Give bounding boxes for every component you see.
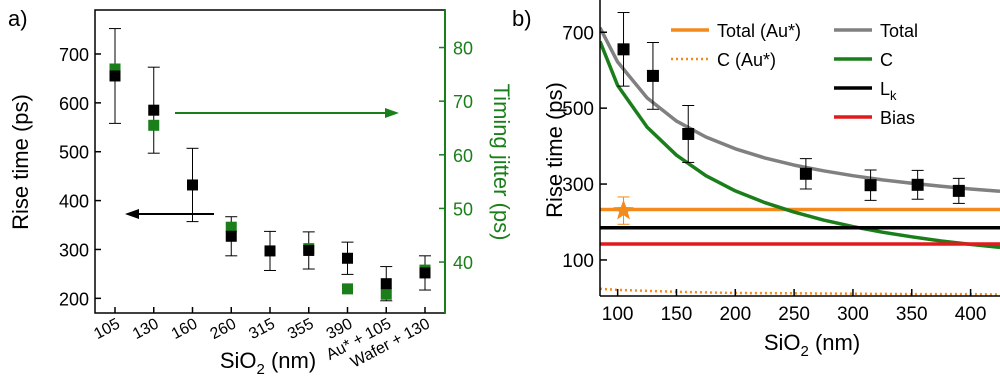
- b-risetime-point: [864, 179, 877, 192]
- a-xtick-label: 160: [169, 315, 201, 343]
- panel-a-error-bars: [109, 28, 431, 302]
- b-risetime-point: [646, 69, 659, 82]
- a-risetime-point: [225, 230, 237, 242]
- b-xtick-label: 200: [719, 304, 751, 325]
- b-risetime-point: [799, 167, 812, 180]
- a-ytick-label: 300: [59, 240, 89, 260]
- b-xtick-label: 300: [837, 304, 869, 325]
- b-ytick-label: 100: [562, 251, 594, 272]
- b-risetime-point: [682, 127, 695, 140]
- a-xtick-label: 130: [130, 315, 162, 343]
- a-risetime-point: [187, 179, 198, 191]
- a-risetime-point: [264, 245, 276, 257]
- a-risetime-point: [303, 244, 315, 256]
- a-y2tick-label: 70: [453, 92, 473, 112]
- a-ytick-label: 400: [59, 192, 89, 212]
- panel-b-label: b): [512, 6, 532, 31]
- b-legend-label: C (Au*): [717, 50, 776, 70]
- a-xtick-label: 260: [208, 315, 240, 343]
- b-risetime-point: [952, 184, 965, 197]
- a-jitter-point: [342, 283, 353, 295]
- a-risetime-point: [380, 278, 392, 290]
- b-legend-label: C: [880, 50, 893, 70]
- b-risetime-point: [911, 178, 924, 191]
- a-ytick-label: 600: [59, 94, 89, 114]
- panel-a-right-axis: 40 50 60 70 80: [439, 10, 473, 313]
- a-xtick-label: 355: [285, 315, 317, 343]
- b-xtick-label: 350: [896, 304, 928, 325]
- a-jitter-point: [148, 119, 160, 131]
- a-risetime-point: [342, 252, 353, 264]
- b-legend-label: Lk: [880, 79, 897, 103]
- b-curve-c-au-: [600, 287, 1000, 296]
- arrow-left-black-head: [125, 209, 139, 219]
- b-xtick-label: 250: [778, 304, 810, 325]
- a-jitter-point: [380, 288, 392, 300]
- b-curve-total: [600, 26, 1000, 194]
- b-risetime-point: [617, 43, 630, 56]
- b-ytick-label: 300: [562, 175, 594, 196]
- b-legend-label: Total: [880, 21, 918, 41]
- panel-a-label: a): [8, 6, 28, 31]
- panel-b-ylabel: Rise time (ps): [542, 82, 567, 218]
- a-risetime-point: [109, 70, 121, 82]
- panel-b-x-axis: 100 150 200 250 300 350 400: [602, 289, 987, 325]
- a-y2tick-label: 40: [453, 253, 473, 273]
- b-xtick-label: 400: [955, 304, 987, 325]
- b-xtick-label: 150: [661, 304, 693, 325]
- panel-b: b) Total (Au*) C (Au*) Total C Lk Bias 100 300…: [512, 0, 1000, 360]
- panel-a-arrows: [125, 108, 399, 219]
- arrow-right-green-head: [385, 108, 399, 118]
- panel-b-xlabel: SiO2 (nm): [764, 330, 860, 360]
- a-jitter-point: [109, 63, 121, 75]
- a-xtick-label: 315: [246, 315, 278, 343]
- panel-b-y-axis: 100 300 500 700: [562, 23, 607, 272]
- panel-a-left-axis: 200 300 400 500 600 700: [59, 45, 101, 309]
- panel-a-xlabel: SiO2 (nm): [220, 348, 316, 377]
- a-ytick-label: 200: [59, 289, 89, 309]
- a-risetime-point: [419, 267, 431, 279]
- panel-b-legend: Total (Au*) C (Au*) Total C Lk Bias: [671, 21, 918, 128]
- a-y2tick-label: 80: [453, 39, 473, 59]
- panel-b-markers: [613, 43, 965, 220]
- a-y2tick-label: 60: [453, 146, 473, 166]
- a-ytick-label: 500: [59, 143, 89, 163]
- panel-a-ylabel: Rise time (ps): [8, 94, 33, 230]
- a-xtick-label: 105: [91, 315, 123, 343]
- panel-a-markers: [109, 63, 431, 300]
- b-curve-c: [600, 40, 1000, 250]
- a-jitter-point: [225, 221, 237, 233]
- b-star-point: [613, 199, 634, 220]
- b-legend-label: Bias: [880, 108, 915, 128]
- b-xtick-label: 100: [602, 304, 634, 325]
- panel-a: a) 200 300 400 500 600 700 40 50 60 70 80 105 130 1…: [8, 6, 514, 377]
- panel-a-y2label: Timing jitter (ps): [489, 84, 514, 241]
- panel-b-curves: [600, 26, 1000, 296]
- a-y2tick-label: 50: [453, 199, 473, 219]
- a-ytick-label: 700: [59, 45, 89, 65]
- a-risetime-point: [148, 104, 160, 116]
- b-legend-label: Total (Au*): [717, 21, 801, 41]
- b-ytick-label: 700: [562, 23, 594, 44]
- b-ytick-label: 500: [562, 99, 594, 120]
